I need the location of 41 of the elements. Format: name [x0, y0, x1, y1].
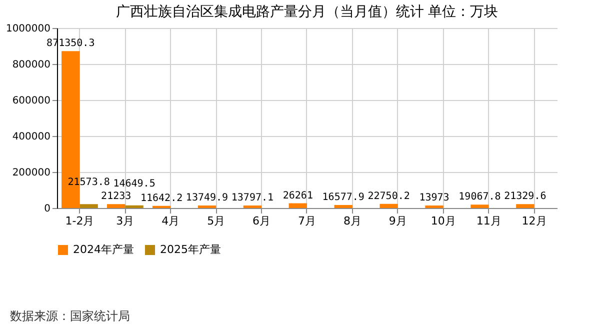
legend-label: 2024年产量 — [73, 243, 134, 256]
y-tick-label: 200000 — [12, 168, 50, 178]
bar — [288, 203, 307, 208]
data-label: 21329.6 — [504, 191, 546, 202]
source-note: 数据来源：国家统计局 — [10, 308, 130, 325]
x-tick-label: 3月 — [116, 214, 134, 228]
data-label: 13749.9 — [186, 192, 228, 204]
x-tick-label: 5月 — [207, 214, 226, 228]
x-tick-label: 1-2月 — [65, 214, 94, 228]
y-tick-label: 400000 — [12, 132, 50, 142]
data-label: 13797.1 — [231, 192, 274, 204]
data-label: 19067.8 — [458, 192, 501, 203]
bar — [80, 204, 98, 208]
x-tick-label: 7月 — [298, 214, 316, 228]
y-tick-label: 1000000 — [6, 24, 50, 34]
x-tick-label: 6月 — [252, 214, 271, 228]
x-tick-label: 11月 — [476, 214, 502, 228]
bar — [380, 204, 398, 208]
data-label: 14649.5 — [113, 178, 156, 190]
data-label: 26261 — [282, 190, 313, 202]
y-tick-label: 600000 — [12, 96, 50, 106]
data-label: 11642.2 — [140, 192, 183, 204]
bar — [334, 205, 352, 208]
x-tick-label: 8月 — [343, 214, 362, 228]
bar — [125, 205, 144, 208]
data-label: 21233 — [101, 191, 132, 202]
x-tick-label: 10月 — [430, 214, 456, 228]
x-tick-label: 12月 — [522, 214, 547, 228]
chart-title: 广西壮族自治区集成电路产量分月（当月值）统计 单位：万块 — [116, 4, 498, 20]
x-tick-label: 9月 — [388, 214, 407, 228]
data-label: 16577.9 — [322, 192, 364, 204]
y-tick-label: 800000 — [12, 60, 50, 70]
bar — [107, 204, 126, 208]
data-label: 13973 — [419, 192, 450, 204]
bar — [516, 204, 534, 208]
bar — [470, 204, 489, 208]
bar — [425, 205, 444, 208]
legend-label: 2025年产量 — [160, 243, 221, 256]
x-tick-label: 4月 — [162, 214, 180, 228]
data-label: 22750.2 — [368, 190, 410, 202]
y-tick-label: 0 — [44, 204, 50, 214]
